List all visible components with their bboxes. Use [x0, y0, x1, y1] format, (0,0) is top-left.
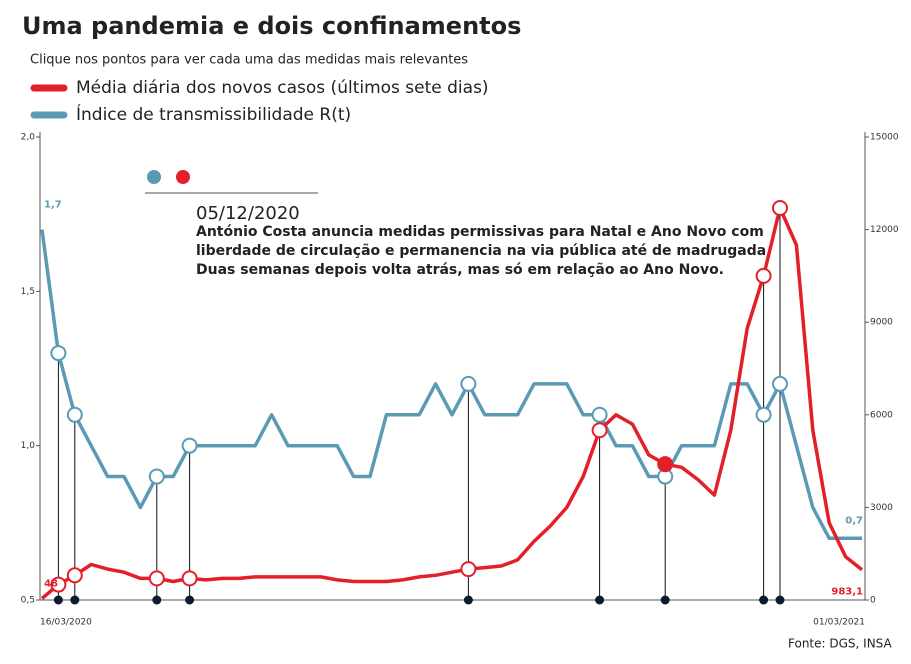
- event-point[interactable]: [50, 345, 67, 362]
- event-dot[interactable]: [775, 595, 785, 605]
- event-point[interactable]: [66, 406, 83, 423]
- event-point[interactable]: [148, 570, 165, 587]
- event-point[interactable]: [772, 199, 788, 216]
- value-label: 0,7: [845, 515, 863, 526]
- event-point[interactable]: [50, 576, 67, 593]
- event-point[interactable]: [66, 567, 83, 584]
- value-label: 48: [44, 579, 58, 590]
- annotation-text: Duas semanas depois volta atrás, mas só …: [196, 262, 724, 278]
- event-point[interactable]: [148, 468, 165, 485]
- value-label: 1,7: [44, 200, 62, 211]
- y2-tick-label: 12000: [870, 225, 899, 235]
- event-dot[interactable]: [595, 595, 605, 605]
- event-point[interactable]: [591, 422, 608, 439]
- event-point[interactable]: [657, 456, 674, 473]
- y2-tick-label: 3000: [870, 503, 893, 513]
- event-dot[interactable]: [463, 595, 473, 605]
- y-tick-label: 1,5: [21, 287, 35, 297]
- value-label: 983,1: [831, 587, 863, 598]
- event-point[interactable]: [591, 406, 608, 423]
- event-point[interactable]: [181, 570, 198, 587]
- chart-title: Uma pandemia e dois confinamentos: [22, 12, 521, 40]
- annotation-text: liberdade de circulação e permanencia na…: [196, 243, 772, 259]
- event-point[interactable]: [460, 561, 477, 578]
- event-dot[interactable]: [152, 595, 162, 605]
- event-point[interactable]: [755, 267, 772, 284]
- series-line: [40, 229, 862, 541]
- y2-tick-label: 9000: [870, 318, 893, 328]
- y2-tick-label: 15000: [870, 133, 899, 143]
- event-dot[interactable]: [53, 595, 63, 605]
- event-dot[interactable]: [70, 595, 80, 605]
- annotation-text: António Costa anuncia medidas permissiva…: [196, 224, 764, 240]
- x-tick-label: 16/03/2020: [40, 618, 92, 628]
- chart-subtitle: Clique nos pontos para ver cada uma das …: [30, 53, 468, 68]
- event-point[interactable]: [460, 375, 477, 392]
- y2-tick-label: 0: [870, 596, 876, 606]
- source: Fonte: DGS, INSA: [788, 637, 893, 651]
- event-point[interactable]: [755, 406, 772, 423]
- annotation-dot: [147, 170, 161, 184]
- y-tick-label: 2,0: [21, 133, 36, 143]
- y-tick-label: 0,5: [21, 596, 35, 606]
- event-point[interactable]: [181, 437, 198, 454]
- legend-label: Índice de transmissibilidade R(t): [76, 103, 351, 125]
- y2-tick-label: 6000: [870, 410, 893, 420]
- y-tick-label: 1,0: [21, 441, 36, 451]
- annotation-date: 05/12/2020: [196, 203, 300, 224]
- event-point[interactable]: [772, 375, 788, 392]
- x-tick-label: 01/03/2021: [813, 618, 865, 628]
- legend-label: Média diária dos novos casos (últimos se…: [76, 78, 489, 98]
- event-dot[interactable]: [660, 595, 670, 605]
- event-dot[interactable]: [185, 595, 195, 605]
- event-dot[interactable]: [759, 595, 769, 605]
- series-line: [40, 206, 864, 600]
- annotation-dot: [176, 170, 190, 184]
